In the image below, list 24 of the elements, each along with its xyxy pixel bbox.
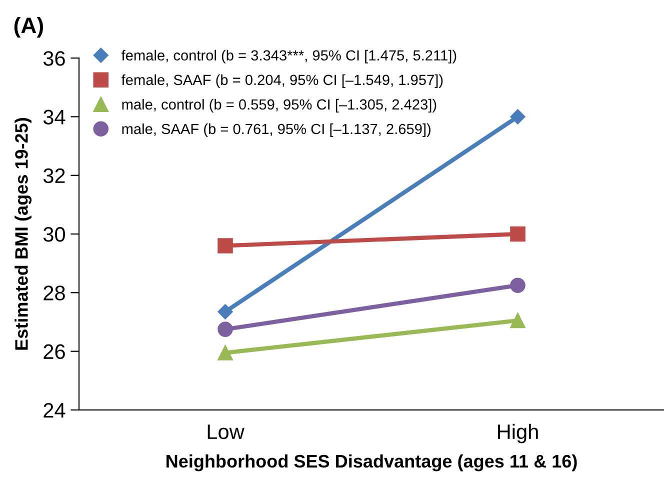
point: [218, 238, 233, 254]
legend-label: female, SAAF (b = 0.204, 95% CI [–1.549, 1.957]): [122, 74, 443, 88]
x-tick-label: Low: [208, 424, 244, 440]
y-axis-title: Estimated BMI (ages 19-25): [14, 118, 32, 350]
y-tick-label: 30: [43, 227, 66, 242]
legend-label: male, control (b = 0.559, 95% CI [–1.305, 2.423]): [122, 98, 436, 112]
point: [510, 109, 526, 124]
y-tick-label: 24: [44, 402, 66, 418]
point: [510, 278, 526, 293]
y-tick-label: 34: [43, 110, 66, 124]
point: [218, 345, 233, 360]
x-tick-label: High: [498, 424, 538, 444]
y-tick-label: 28: [44, 286, 65, 300]
point: [510, 312, 526, 328]
y-tick-label: 26: [44, 344, 65, 360]
y-tick-label: 36: [43, 51, 65, 66]
legend-label: female, control (b = 3.343***, 95% CI [1.475, 5.211]): [122, 50, 456, 64]
x-axis-title: Neighborhood SES Disadvantage (ages 11 & 16): [166, 454, 577, 472]
legend-label: male, SAAF (b = 0.761, 95% CI [–1.137, 2.659]): [122, 123, 430, 138]
point: [510, 226, 526, 242]
point: [218, 304, 233, 320]
y-tick-label: 32: [43, 168, 65, 184]
point: [218, 322, 233, 337]
chart-title: (A): [14, 16, 44, 38]
